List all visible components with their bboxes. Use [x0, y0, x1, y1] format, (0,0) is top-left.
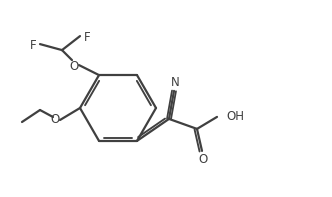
Text: OH: OH — [226, 110, 244, 123]
Text: O: O — [50, 112, 60, 125]
Text: F: F — [30, 39, 36, 52]
Text: O: O — [199, 153, 208, 166]
Text: N: N — [171, 76, 179, 89]
Text: O: O — [69, 59, 79, 72]
Text: F: F — [84, 31, 90, 44]
